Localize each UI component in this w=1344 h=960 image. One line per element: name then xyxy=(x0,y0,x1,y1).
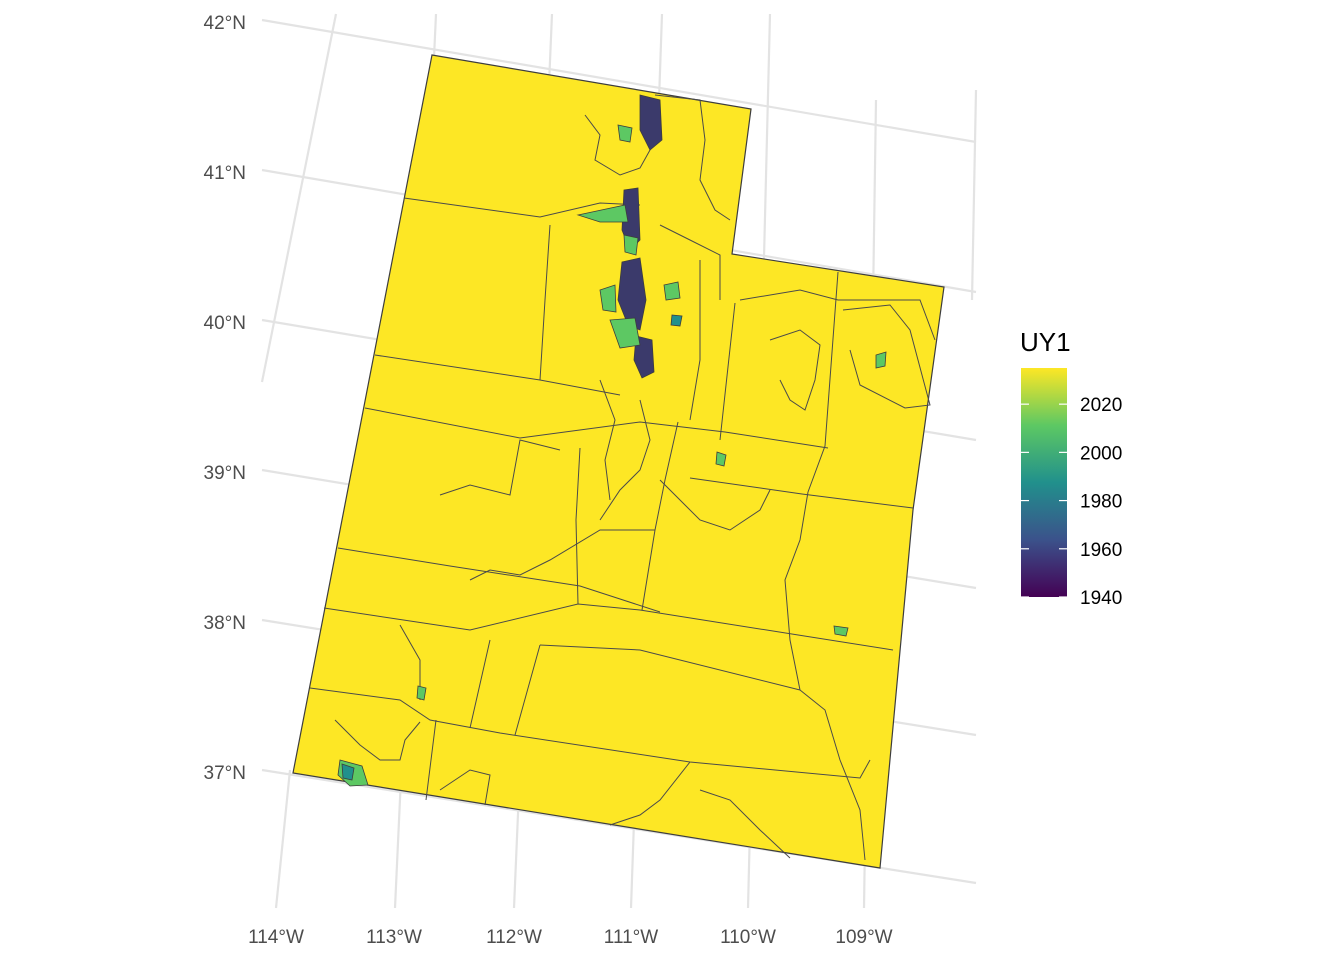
davis-patch xyxy=(576,204,629,223)
county-boundary xyxy=(784,491,809,691)
county-boundary xyxy=(364,407,829,449)
latitude-labels: 42°N 41°N 40°N 39°N 38°N 37°N xyxy=(204,13,246,784)
county-boundary xyxy=(689,477,914,509)
vernal-patch xyxy=(875,351,887,369)
county-boundary xyxy=(799,689,866,861)
moab-patch xyxy=(833,625,849,637)
county-boundary xyxy=(769,329,821,411)
legend-title: UY1 xyxy=(1020,327,1071,357)
lon-label: 113°W xyxy=(366,927,422,948)
wasatch-patch xyxy=(623,234,639,256)
county-boundary xyxy=(609,761,691,826)
lat-label: 41°N xyxy=(204,163,246,184)
lon-label: 112°W xyxy=(486,927,542,948)
county-boundary xyxy=(334,719,421,761)
heber-patch xyxy=(670,314,683,327)
county-boundary xyxy=(514,644,541,736)
tooele-patch xyxy=(599,284,617,313)
legend-ticks: 2020 2000 1980 1960 1940 xyxy=(1021,395,1122,609)
legend-tick-label: 1940 xyxy=(1080,588,1122,609)
price-patch xyxy=(715,451,727,467)
county-boundary xyxy=(309,687,871,779)
county-boundary xyxy=(539,224,551,381)
county-boundary xyxy=(584,114,651,176)
lon-label: 109°W xyxy=(835,927,892,948)
county-boundary xyxy=(439,439,561,496)
county-boundary xyxy=(599,379,616,501)
county-boundary xyxy=(539,644,801,691)
county-boundary xyxy=(403,197,641,218)
lat-label: 42°N xyxy=(204,13,246,34)
county-boundary xyxy=(337,547,661,613)
meridian-108 xyxy=(970,89,978,301)
county-boundary xyxy=(469,529,655,581)
utah-patch xyxy=(609,317,641,349)
lat-label: 39°N xyxy=(204,463,246,484)
county-boundary xyxy=(719,302,736,441)
lon-label: 114°W xyxy=(248,927,304,948)
legend-tick-label: 2020 xyxy=(1080,395,1122,416)
summit-patch xyxy=(663,281,681,301)
county-boundary xyxy=(842,304,931,409)
cache-patch xyxy=(617,124,633,143)
county-boundary xyxy=(659,479,771,531)
meridian-114 xyxy=(260,13,338,383)
county-boundary xyxy=(439,769,491,806)
legend-tick-label: 1960 xyxy=(1080,540,1122,561)
cedar-patch xyxy=(416,685,427,701)
provo-region xyxy=(633,335,655,379)
county-boundary xyxy=(739,289,936,341)
legend-tick-label: 2000 xyxy=(1080,443,1122,464)
county-boundary xyxy=(699,789,791,859)
county-boundary xyxy=(654,94,731,221)
county-boundary xyxy=(659,224,721,300)
county-boundary xyxy=(599,399,651,521)
county-boundary xyxy=(469,639,491,729)
legend-colorbar xyxy=(1021,368,1067,597)
lon-label: 110°W xyxy=(720,927,776,948)
lat-label: 40°N xyxy=(204,313,246,334)
lat-label: 38°N xyxy=(204,613,246,634)
lat-label: 37°N xyxy=(204,763,246,784)
lon-label: 111°W xyxy=(604,927,658,948)
longitude-labels: 114°W 113°W 112°W 111°W 110°W 109°W xyxy=(248,927,893,948)
county-boundary xyxy=(807,271,839,493)
meridian-114b xyxy=(274,769,292,909)
county-boundaries xyxy=(309,94,936,861)
county-boundary xyxy=(641,421,679,611)
county-boundary xyxy=(575,447,581,605)
legend: UY1 2020 2000 1980 1960 1940 xyxy=(1020,327,1122,609)
salt-lake-region xyxy=(617,257,647,331)
legend-tick-label: 1980 xyxy=(1080,492,1122,513)
urban-patches xyxy=(337,94,887,787)
parallel-42 xyxy=(261,18,977,144)
utah-state-outline xyxy=(292,54,945,869)
stgeorge-core xyxy=(341,763,355,781)
county-boundary xyxy=(425,719,437,801)
county-boundary xyxy=(689,260,701,421)
logan-region xyxy=(639,94,663,151)
